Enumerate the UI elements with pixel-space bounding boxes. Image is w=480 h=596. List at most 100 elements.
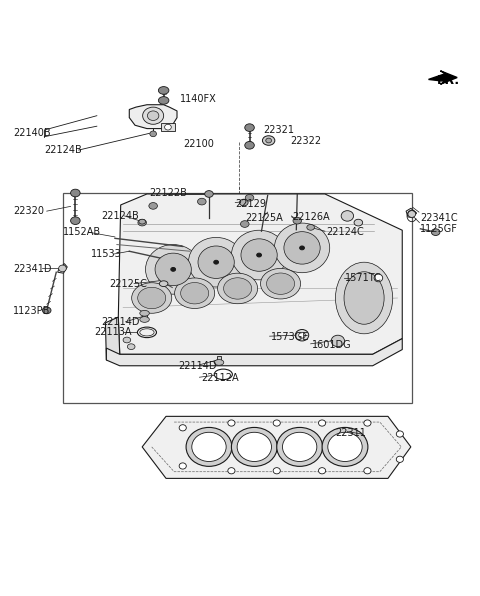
- Text: 22124B: 22124B: [44, 145, 82, 155]
- Ellipse shape: [293, 218, 301, 224]
- Ellipse shape: [149, 203, 157, 209]
- Ellipse shape: [263, 136, 275, 145]
- Ellipse shape: [145, 244, 201, 294]
- Text: 22321: 22321: [263, 125, 294, 135]
- Ellipse shape: [275, 223, 330, 273]
- Ellipse shape: [319, 468, 325, 474]
- Ellipse shape: [155, 253, 192, 285]
- Ellipse shape: [127, 344, 135, 349]
- Text: 1125GF: 1125GF: [420, 224, 458, 234]
- Ellipse shape: [284, 232, 320, 264]
- Ellipse shape: [408, 210, 416, 218]
- Ellipse shape: [240, 221, 249, 227]
- Ellipse shape: [364, 420, 371, 426]
- Ellipse shape: [266, 273, 295, 294]
- Text: 22112A: 22112A: [201, 373, 239, 383]
- Ellipse shape: [396, 456, 404, 462]
- Ellipse shape: [277, 427, 323, 466]
- Ellipse shape: [307, 225, 314, 230]
- Ellipse shape: [139, 219, 145, 224]
- Ellipse shape: [180, 283, 209, 304]
- Ellipse shape: [396, 431, 404, 437]
- Polygon shape: [429, 71, 457, 84]
- Ellipse shape: [328, 432, 362, 461]
- Ellipse shape: [179, 425, 186, 431]
- Text: 22341C: 22341C: [420, 213, 458, 224]
- Ellipse shape: [228, 468, 235, 474]
- Text: 1123PB: 1123PB: [13, 306, 51, 316]
- Text: 22114D: 22114D: [102, 317, 140, 327]
- Ellipse shape: [150, 131, 156, 136]
- Text: FR.: FR.: [436, 74, 459, 86]
- Ellipse shape: [143, 107, 164, 125]
- Text: 1152AB: 1152AB: [63, 227, 102, 237]
- Polygon shape: [106, 317, 120, 360]
- Ellipse shape: [175, 278, 215, 309]
- Ellipse shape: [295, 330, 309, 341]
- Ellipse shape: [165, 125, 171, 130]
- Text: 22125A: 22125A: [245, 213, 283, 223]
- Text: 22114D: 22114D: [178, 361, 216, 371]
- Ellipse shape: [224, 278, 252, 299]
- Bar: [63, 193, 412, 403]
- Ellipse shape: [282, 432, 317, 461]
- Text: 22113A: 22113A: [95, 327, 132, 337]
- Text: 1601DG: 1601DG: [312, 340, 351, 350]
- Ellipse shape: [214, 359, 224, 365]
- Ellipse shape: [344, 272, 384, 324]
- Polygon shape: [142, 313, 147, 319]
- Text: 22140B: 22140B: [13, 128, 51, 138]
- Ellipse shape: [147, 111, 159, 120]
- Text: 22341D: 22341D: [13, 265, 52, 274]
- Ellipse shape: [331, 335, 345, 347]
- Ellipse shape: [186, 427, 232, 466]
- Ellipse shape: [198, 246, 234, 278]
- Polygon shape: [58, 263, 67, 273]
- Ellipse shape: [300, 246, 304, 250]
- Ellipse shape: [273, 468, 280, 474]
- Ellipse shape: [240, 199, 248, 206]
- Polygon shape: [118, 194, 402, 354]
- Ellipse shape: [59, 265, 66, 272]
- Bar: [161, 123, 175, 131]
- Text: 22125C: 22125C: [109, 279, 146, 288]
- Text: 22129: 22129: [235, 198, 266, 209]
- Ellipse shape: [217, 273, 258, 304]
- Text: 1140FX: 1140FX: [180, 94, 217, 104]
- Ellipse shape: [123, 337, 131, 343]
- Ellipse shape: [237, 432, 272, 461]
- Ellipse shape: [140, 316, 149, 322]
- Text: 22124B: 22124B: [102, 211, 139, 221]
- Ellipse shape: [140, 311, 149, 316]
- Ellipse shape: [245, 124, 254, 132]
- Text: 22100: 22100: [183, 139, 214, 150]
- Ellipse shape: [273, 420, 280, 426]
- Polygon shape: [217, 356, 221, 362]
- Ellipse shape: [261, 268, 300, 299]
- Ellipse shape: [179, 463, 186, 469]
- Ellipse shape: [189, 237, 244, 287]
- Ellipse shape: [214, 260, 218, 264]
- Ellipse shape: [159, 281, 168, 287]
- Ellipse shape: [204, 191, 213, 197]
- Ellipse shape: [241, 239, 277, 271]
- Ellipse shape: [245, 194, 254, 201]
- Ellipse shape: [138, 219, 146, 226]
- Ellipse shape: [231, 427, 277, 466]
- Text: 22126A: 22126A: [292, 212, 330, 222]
- Text: 22122B: 22122B: [149, 188, 187, 198]
- Ellipse shape: [322, 427, 368, 466]
- Ellipse shape: [374, 274, 383, 282]
- Ellipse shape: [192, 432, 226, 461]
- Ellipse shape: [132, 283, 172, 313]
- Ellipse shape: [228, 420, 235, 426]
- Text: 1571TC: 1571TC: [345, 273, 382, 283]
- Polygon shape: [406, 208, 417, 218]
- Ellipse shape: [245, 141, 254, 149]
- Ellipse shape: [138, 287, 166, 309]
- Ellipse shape: [71, 189, 80, 197]
- Ellipse shape: [336, 262, 393, 334]
- Ellipse shape: [319, 420, 325, 426]
- Ellipse shape: [158, 97, 169, 104]
- Ellipse shape: [71, 217, 80, 225]
